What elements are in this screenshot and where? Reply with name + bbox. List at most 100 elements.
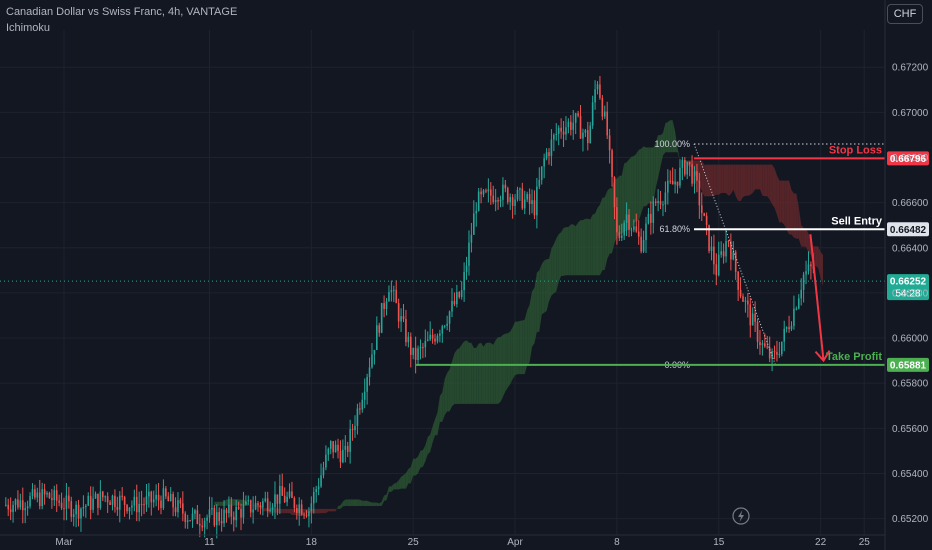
current-price-tag-bg bbox=[887, 274, 929, 301]
cloud-segment bbox=[789, 180, 792, 235]
cloud-segment bbox=[393, 482, 397, 490]
cloud-segment bbox=[580, 220, 583, 276]
cloud-segment bbox=[806, 228, 809, 253]
cloud-segment bbox=[439, 392, 443, 422]
candle-body bbox=[262, 501, 264, 508]
y-tick-label: 0.65800 bbox=[892, 379, 929, 390]
candle-body bbox=[310, 503, 313, 512]
candle-body bbox=[492, 195, 495, 203]
candle-body bbox=[640, 236, 642, 252]
cloud-segment bbox=[653, 142, 656, 204]
cloud-segment bbox=[658, 135, 661, 178]
cloud-segment bbox=[325, 508, 329, 514]
currency-button[interactable]: CHF bbox=[887, 4, 923, 24]
candle-body bbox=[378, 325, 381, 333]
candle-body bbox=[361, 399, 364, 410]
candle-body bbox=[693, 171, 696, 184]
candle-body bbox=[477, 191, 480, 211]
candle-body bbox=[645, 223, 647, 241]
cloud-segment bbox=[316, 508, 319, 514]
cloud-segment bbox=[636, 149, 639, 221]
candle-body bbox=[572, 122, 575, 130]
candle-body bbox=[329, 441, 332, 449]
lightning-icon[interactable] bbox=[732, 507, 750, 525]
cloud-segment bbox=[522, 319, 525, 375]
cloud-segment bbox=[226, 499, 229, 506]
indicator-label[interactable]: Ichimoku bbox=[6, 22, 51, 34]
candle-body bbox=[320, 475, 322, 487]
cloud-segment bbox=[338, 505, 341, 509]
candle-body bbox=[802, 274, 805, 290]
candle-body bbox=[34, 489, 36, 498]
candle-body bbox=[783, 328, 786, 342]
cloud-segment bbox=[362, 500, 365, 506]
candle-body bbox=[652, 201, 655, 223]
candle-body bbox=[12, 504, 14, 513]
cloud-segment bbox=[287, 508, 290, 514]
candle-body bbox=[584, 130, 587, 133]
candle-body bbox=[611, 150, 613, 177]
candle-body bbox=[94, 493, 97, 499]
cloud-segment bbox=[670, 120, 673, 153]
cloud-segment bbox=[490, 342, 494, 404]
cloud-segment bbox=[236, 499, 239, 506]
candle-body bbox=[540, 166, 543, 180]
cloud-segment bbox=[582, 218, 586, 276]
cloud-segment bbox=[454, 349, 457, 404]
candle-body bbox=[327, 448, 330, 455]
cloud-segment bbox=[648, 147, 651, 204]
candle-body bbox=[286, 496, 288, 503]
candle-body bbox=[734, 252, 737, 272]
candle-body bbox=[553, 135, 555, 140]
cloud-segment bbox=[740, 164, 743, 202]
y-tick-label: 0.67200 bbox=[892, 63, 929, 74]
cloud-segment bbox=[427, 434, 431, 455]
candle-body bbox=[252, 509, 254, 513]
candle-body bbox=[104, 496, 107, 498]
candle-body bbox=[686, 161, 689, 175]
candle-body bbox=[788, 327, 790, 330]
candle-body bbox=[451, 301, 453, 312]
cloud-segment bbox=[774, 168, 777, 215]
fib-trend-line bbox=[693, 143, 776, 366]
candle-body bbox=[339, 450, 342, 463]
cloud-segment bbox=[364, 500, 368, 506]
candle-body bbox=[303, 514, 305, 516]
cloud-segment bbox=[602, 197, 605, 271]
cloud-segment bbox=[551, 244, 554, 296]
trade-levels[interactable] bbox=[416, 157, 885, 366]
candle-body bbox=[443, 325, 446, 327]
candle-body bbox=[288, 491, 291, 497]
candle-body bbox=[521, 188, 524, 209]
candle-body bbox=[761, 343, 764, 346]
cloud-segment bbox=[655, 135, 659, 188]
x-tick-label: 22 bbox=[815, 537, 827, 548]
candle-body bbox=[43, 489, 46, 495]
candle-body bbox=[189, 520, 191, 522]
candle-body bbox=[708, 224, 710, 251]
candle-body bbox=[412, 347, 414, 355]
cloud-segment bbox=[738, 164, 741, 202]
candle-body bbox=[393, 289, 395, 291]
candle-body bbox=[283, 495, 286, 503]
candle-body bbox=[235, 506, 237, 521]
y-tick-label: 0.66800 bbox=[892, 153, 929, 164]
cloud-segment bbox=[415, 456, 419, 476]
cloud-segment bbox=[500, 334, 503, 402]
candle-body bbox=[102, 491, 104, 498]
candle-body bbox=[737, 271, 739, 290]
price-axis[interactable] bbox=[884, 0, 929, 550]
candle-body bbox=[383, 303, 385, 309]
candle-body bbox=[650, 213, 652, 223]
candle-body bbox=[642, 240, 645, 252]
candle-body bbox=[380, 303, 383, 333]
candle-body bbox=[688, 161, 691, 165]
candle-body bbox=[242, 504, 245, 518]
candle-body bbox=[211, 508, 213, 510]
candle-body bbox=[213, 508, 216, 526]
cloud-segment bbox=[224, 499, 227, 506]
candle-body bbox=[536, 186, 538, 216]
cloud-segment bbox=[357, 499, 360, 506]
cloud-segment bbox=[743, 164, 746, 197]
